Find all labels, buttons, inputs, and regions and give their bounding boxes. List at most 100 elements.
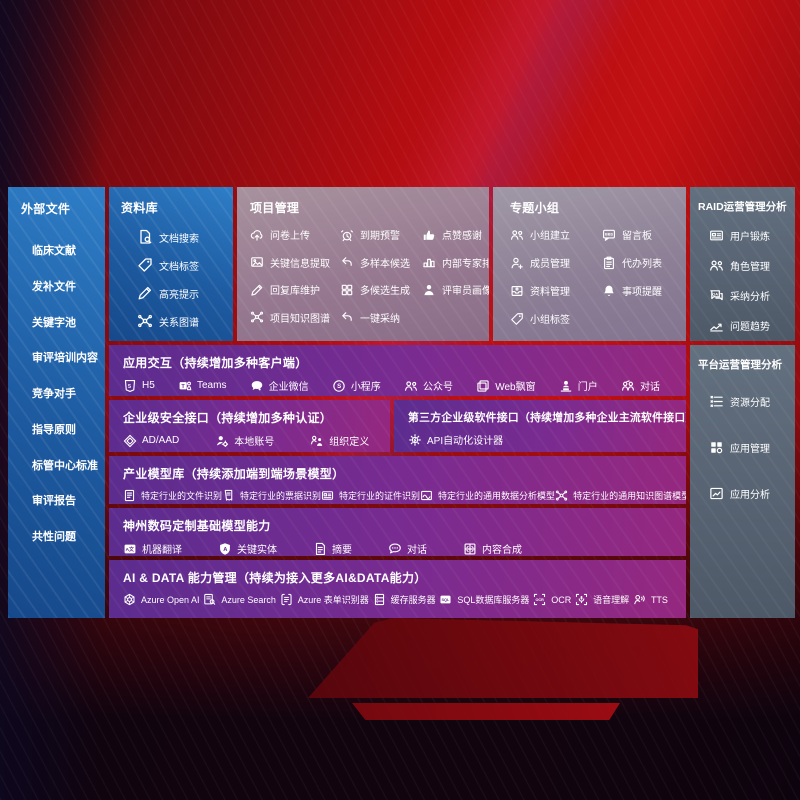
security-band: 企业级安全接口（持续增加多种认证） AD/AAD 本地账号 组织定义 xyxy=(109,400,390,452)
background-shape xyxy=(352,703,620,720)
item-label: 多候选生成 xyxy=(360,286,410,297)
item-label: 问卷上传 xyxy=(270,231,310,242)
openai-icon xyxy=(123,593,136,606)
svg-text:A文: A文 xyxy=(125,546,134,553)
raid-analysis-panel: RAID运营管理分析 用户锻炼 角色管理 QA 采纳分析 问题趋势 xyxy=(690,187,795,341)
topic-group-item: 小组标签 xyxy=(510,311,598,326)
repository-item: 高亮提示 xyxy=(137,285,227,301)
item-label: 问题趋势 xyxy=(730,322,770,333)
item-label: 关键字池 xyxy=(32,316,76,329)
reviewer-profile-icon xyxy=(422,283,436,297)
item-label: 文档标签 xyxy=(159,261,199,273)
project-management-item: 关键信息提取 xyxy=(250,255,336,270)
svg-text:BBS: BBS xyxy=(605,232,614,236)
topic-group-item: BBS 留言板 xyxy=(602,227,680,242)
svg-text:5: 5 xyxy=(128,383,131,389)
project-management-item: 问卷上传 xyxy=(250,227,336,242)
html5-icon: 5 xyxy=(123,379,137,393)
org-definition-icon xyxy=(310,434,324,448)
multi-candidate-icon xyxy=(340,283,354,297)
item-label: 留言板 xyxy=(622,231,652,242)
info-extract-icon xyxy=(250,255,264,269)
raid-analysis-list: 用户锻炼 角色管理 QA 采纳分析 问题趋势 xyxy=(698,228,790,333)
project-management-item: 回复库维护 xyxy=(250,282,336,297)
item-label: 资源分配 xyxy=(730,398,770,409)
app-management-icon xyxy=(709,440,724,455)
raid-analysis-item: QA 采纳分析 xyxy=(709,288,790,303)
client-item: 对话 xyxy=(621,378,660,393)
speech-understanding-icon xyxy=(575,593,588,606)
base-model-item: A 关键实体 xyxy=(218,541,277,556)
platform-analysis-list: 资源分配 应用管理 应用分析 xyxy=(698,394,790,501)
industry-model-item: 特定行业的证件识别 xyxy=(321,489,420,502)
repository-panel: 资料库 文档搜索文档标签高亮提示关系图谱文档分类 xyxy=(109,187,233,341)
industry-model-item: 特定行业的通用知识图谱模型 xyxy=(555,489,686,502)
summary-icon xyxy=(313,542,327,556)
item-label: 小组建立 xyxy=(530,231,570,242)
repository-item: 文档搜索 xyxy=(137,229,227,245)
ocr-icon: OCR xyxy=(533,593,546,606)
topic-group-item: 资料管理 xyxy=(510,283,598,298)
industry-model-item: 特定行业的票据识别 xyxy=(222,489,321,502)
receipt-recognition-icon xyxy=(222,489,235,502)
item-label: 标管中心标准 xyxy=(32,459,98,472)
project-management-item: 点赞感谢 xyxy=(422,227,489,242)
topic-groups-list: 小组建立 BBS 留言板 成员管理 代办列表 资料管理 事项提醒 小组标签 xyxy=(510,227,680,326)
client-item: 企业微信 xyxy=(250,378,309,393)
third-party-band-title: 第三方企业级软件接口（持续增加多种企业主流软件接口） xyxy=(408,412,686,424)
ai-data-band: AI & DATA 能力管理（持续为接入更多AI&DATA能力） Azure O… xyxy=(109,560,686,618)
user-card-icon xyxy=(709,228,724,243)
official-account-icon xyxy=(404,379,418,393)
project-management-item: 内部专家排名 xyxy=(422,255,489,270)
external-file-item: 发补文件 xyxy=(32,278,97,294)
item-label: 文档搜索 xyxy=(159,233,199,245)
wecom-icon xyxy=(250,379,264,393)
external-file-item: 关键字池 xyxy=(32,314,97,330)
base-model-item: 内容合成 xyxy=(463,541,522,556)
ai-data-item: SQL SQL数据库服务器 xyxy=(439,593,529,606)
interaction-band-list: 5 H5 T Teams 企业微信 S 小程序 公众号 Web飘窗 门户 对话 xyxy=(123,378,674,393)
client-item: 公众号 xyxy=(404,378,453,393)
topic-group-item: 代办列表 xyxy=(602,255,680,270)
platform-analysis-item: 应用管理 xyxy=(709,440,790,455)
item-label: 特定行业的票据识别 xyxy=(240,491,322,501)
base-models-band-title: 神州数码定制基础模型能力 xyxy=(123,519,271,533)
external-file-item: 审评报告 xyxy=(32,492,97,508)
repository-item: 关系图谱 xyxy=(137,313,227,329)
item-label: 事项提醒 xyxy=(622,287,662,298)
alarm-icon xyxy=(340,228,354,242)
auth-item: AD/AAD xyxy=(123,434,179,448)
item-label: Web飘窗 xyxy=(495,382,536,393)
raid-analysis-item: 用户锻炼 xyxy=(709,228,790,243)
base-models-band: 神州数码定制基础模型能力 A文 机器翻译 A 关键实体 摘要 对话 内容合成 xyxy=(109,508,686,556)
item-label: Teams xyxy=(196,380,227,391)
raid-analysis-item: 问题趋势 xyxy=(709,318,790,333)
item-label: 点赞感谢 xyxy=(442,231,482,242)
item-label: 评审员画像 xyxy=(442,286,489,297)
external-file-item: 临床文献 xyxy=(32,242,97,258)
platform-analysis-title: 平台运营管理分析 xyxy=(698,359,782,371)
client-item: T Teams xyxy=(178,379,226,393)
item-label: 内部专家排名 xyxy=(442,258,489,270)
topic-groups-panel: 专题小组 小组建立 BBS 留言板 成员管理 代办列表 资料管理 事项提醒 小组标签 xyxy=(493,187,686,341)
external-file-item: 指导原则 xyxy=(32,421,97,437)
item-label: 发补文件 xyxy=(32,280,76,293)
item-label: 摘要 xyxy=(332,545,352,556)
client-item: 5 H5 xyxy=(123,379,155,393)
item-label: 企业微信 xyxy=(268,382,309,393)
web-popup-icon xyxy=(476,379,490,393)
raid-analysis-title: RAID运营管理分析 xyxy=(698,201,787,213)
item-label: 门户 xyxy=(577,382,598,393)
item-label: 指导原则 xyxy=(32,423,76,436)
reply-maintenance-icon xyxy=(250,283,264,297)
item-label: Azure 表单识别器 xyxy=(297,595,369,605)
item-label: 高亮提示 xyxy=(159,289,199,301)
item-label: 一键采纳 xyxy=(360,313,400,325)
role-management-icon xyxy=(709,258,724,273)
item-label: 特定行业的证件识别 xyxy=(339,491,421,501)
third-party-band-list: API自动化设计器 xyxy=(408,432,674,447)
base-models-band-list: A文 机器翻译 A 关键实体 摘要 对话 内容合成 xyxy=(123,541,674,556)
cache-server-icon xyxy=(373,593,386,606)
item-label: 特定行业的通用数据分析模型 xyxy=(438,491,556,501)
item-label: 代办列表 xyxy=(622,259,662,270)
